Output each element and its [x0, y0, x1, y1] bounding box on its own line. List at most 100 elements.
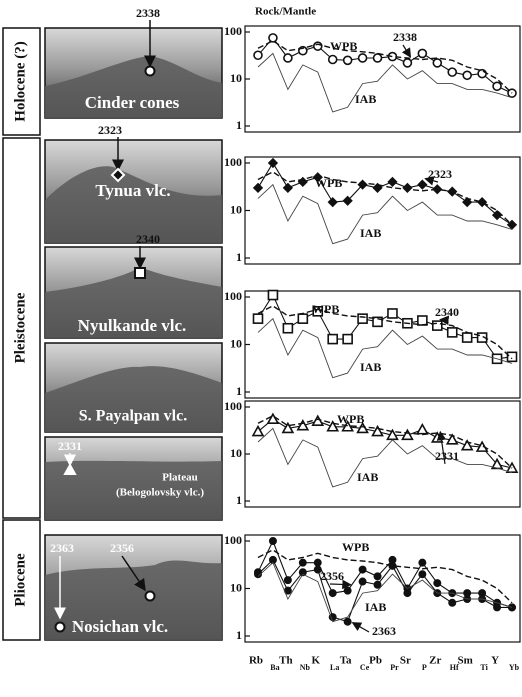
data-point	[509, 604, 515, 610]
plot-frame	[245, 291, 520, 398]
y-tick-label: 100	[224, 289, 242, 303]
data-point	[418, 49, 426, 57]
data-point	[374, 573, 380, 579]
x-tick-label: Th	[279, 655, 292, 667]
sample-label: 2340	[435, 305, 459, 319]
x-tick-label: Rb	[249, 655, 263, 667]
series-label: IAB	[357, 470, 378, 484]
photo-caption: Cinder cones	[85, 93, 180, 112]
y-tick-label: 10	[230, 71, 242, 85]
photo-caption: Plateau	[162, 472, 197, 484]
x-tick-label: P	[422, 663, 427, 672]
x-tick-label: Pr	[390, 663, 399, 672]
y-tick-label: 100	[224, 399, 242, 413]
x-tick-label: Nb	[300, 663, 311, 672]
x-tick-label: Y	[491, 655, 499, 667]
y-tick-label: 1	[236, 384, 242, 398]
photo-sample-label: 2331	[58, 439, 82, 453]
data-point	[417, 425, 427, 434]
photo-subcaption: (Belogolovsky vlc.)	[116, 487, 204, 499]
data-point	[254, 314, 263, 323]
data-point	[284, 54, 292, 62]
y-tick-label: 10	[230, 446, 242, 460]
y-tick-label: 1	[236, 493, 242, 507]
data-point	[253, 427, 263, 436]
data-point	[298, 314, 307, 323]
data-point	[313, 416, 323, 425]
data-point	[388, 309, 397, 318]
sample-arrow	[353, 623, 369, 632]
photo-caption: Nosichan vlc.	[72, 617, 168, 636]
y-tick-label: 10	[230, 202, 242, 216]
photo-sample-marker	[135, 268, 145, 278]
era-label: Holocene (?)	[12, 41, 28, 121]
data-point	[494, 604, 500, 610]
series-line	[258, 419, 512, 468]
x-tick-label: Pb	[369, 655, 382, 667]
photo-sample-label: 2338	[136, 6, 160, 20]
series-label: WPB	[312, 302, 339, 316]
data-point	[433, 59, 441, 67]
x-tick-label: K	[311, 655, 320, 667]
series-line	[258, 295, 512, 359]
era-label: Pliocene	[12, 553, 28, 607]
data-point	[284, 184, 292, 192]
data-point	[388, 178, 396, 186]
series-line	[258, 53, 512, 112]
sample-label: 2323	[428, 167, 452, 181]
data-point	[329, 55, 337, 63]
sample-label: 2363	[372, 624, 396, 638]
data-point	[419, 559, 425, 565]
data-point	[449, 600, 455, 606]
sample-arrow	[403, 45, 410, 57]
x-tick-label: Yb	[509, 663, 520, 672]
series-line	[258, 541, 512, 607]
data-point	[314, 42, 322, 50]
data-point	[493, 82, 501, 90]
data-point	[300, 559, 306, 565]
y-tick-label: 100	[224, 533, 242, 547]
data-point	[403, 184, 411, 192]
era-label: Pleistocene	[12, 292, 28, 363]
series-line	[258, 550, 512, 603]
series-line	[258, 185, 512, 244]
data-point	[344, 587, 350, 593]
series-line	[258, 41, 512, 93]
y-tick-label: 100	[224, 155, 242, 169]
series-label: IAB	[355, 92, 376, 106]
data-point	[344, 56, 352, 64]
data-point	[359, 566, 365, 572]
data-point	[359, 578, 365, 584]
sample-label: 2356	[320, 569, 344, 583]
data-point	[374, 54, 382, 62]
data-point	[330, 590, 336, 596]
data-point	[463, 333, 472, 342]
photo-caption: Nyulkande vlc.	[78, 316, 187, 335]
data-point	[269, 159, 277, 167]
data-point	[419, 571, 425, 577]
x-tick-label: Sm	[458, 655, 473, 667]
data-point	[329, 198, 337, 206]
photo-caption: S. Payalpan vlc.	[79, 408, 187, 425]
y-tick-label: 1	[236, 250, 242, 264]
data-point	[463, 71, 471, 79]
series-label: IAB	[360, 226, 381, 240]
data-point	[418, 181, 426, 189]
x-tick-label: Ta	[340, 655, 352, 667]
figure: Holocene (?) Pleistocene Pliocene Cinder co…	[0, 0, 522, 697]
data-point	[285, 577, 291, 583]
x-tick-label: La	[330, 663, 339, 672]
sample-label: 2331	[435, 449, 459, 463]
plot-frame	[245, 157, 520, 264]
photo-sample-marker	[146, 592, 155, 601]
photo-sample-label: 2340	[136, 232, 160, 246]
plot-frame	[245, 26, 520, 132]
series-label: WPB	[337, 412, 364, 426]
photo-sample-label: 2363	[50, 541, 74, 555]
data-point	[404, 590, 410, 596]
data-point	[298, 421, 308, 430]
data-point	[478, 70, 486, 78]
series-line	[258, 428, 512, 487]
data-point	[433, 321, 442, 330]
data-point	[269, 34, 277, 42]
